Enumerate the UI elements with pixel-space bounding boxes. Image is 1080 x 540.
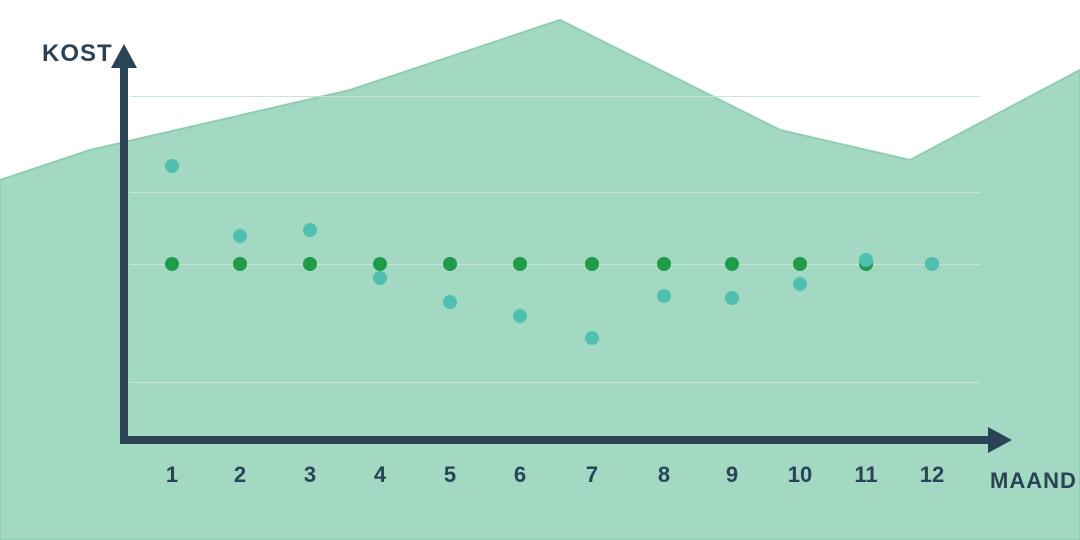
data-point-series-b: [165, 159, 179, 173]
x-axis: [120, 436, 1000, 444]
x-tick-label: 3: [304, 462, 316, 488]
gridline: [130, 96, 980, 97]
y-axis-arrowhead: [111, 44, 137, 68]
data-point-series-b: [303, 223, 317, 237]
y-axis-label: KOST: [42, 40, 113, 68]
data-point-series-a: [373, 257, 387, 271]
x-tick-label: 2: [234, 462, 246, 488]
data-point-series-a: [165, 257, 179, 271]
x-tick-label: 7: [586, 462, 598, 488]
gridline: [130, 382, 980, 383]
x-tick-label: 6: [514, 462, 526, 488]
data-point-series-b: [657, 289, 671, 303]
data-point-series-b: [725, 291, 739, 305]
data-point-series-b: [925, 257, 939, 271]
data-point-series-b: [233, 229, 247, 243]
data-point-series-b: [443, 295, 457, 309]
data-point-series-b: [373, 271, 387, 285]
data-point-series-a: [657, 257, 671, 271]
mountain-background: [0, 0, 1080, 540]
x-tick-label: 4: [374, 462, 386, 488]
x-axis-arrowhead: [988, 427, 1012, 453]
x-tick-label: 10: [788, 462, 812, 488]
data-point-series-a: [513, 257, 527, 271]
x-axis-label: MAAND: [990, 468, 1077, 494]
y-axis: [120, 56, 128, 444]
data-point-series-a: [725, 257, 739, 271]
data-point-series-b: [793, 277, 807, 291]
x-tick-label: 12: [920, 462, 944, 488]
x-tick-label: 1: [166, 462, 178, 488]
data-point-series-a: [443, 257, 457, 271]
data-point-series-b: [513, 309, 527, 323]
x-tick-label: 9: [726, 462, 738, 488]
data-point-series-a: [303, 257, 317, 271]
gridline: [130, 192, 980, 193]
gridline: [130, 264, 980, 265]
data-point-series-b: [859, 253, 873, 267]
data-point-series-b: [585, 331, 599, 345]
x-tick-label: 5: [444, 462, 456, 488]
x-tick-label: 8: [658, 462, 670, 488]
data-point-series-a: [585, 257, 599, 271]
x-tick-label: 11: [854, 462, 877, 488]
data-point-series-a: [793, 257, 807, 271]
chart-canvas: KOST MAAND 123456789101112: [0, 0, 1080, 540]
data-point-series-a: [233, 257, 247, 271]
